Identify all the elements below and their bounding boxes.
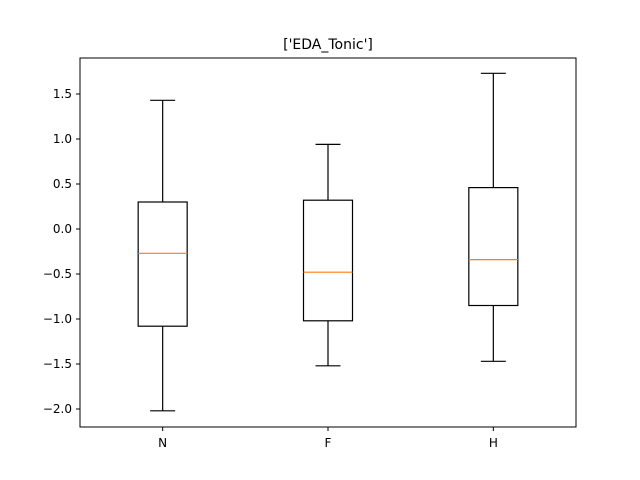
x-tick-label: H [489,436,498,450]
x-tick-label: F [325,436,332,450]
chart-title: ['EDA_Tonic'] [283,37,373,53]
y-tick-label: 1.5 [53,87,72,101]
y-tick-label: −0.5 [43,267,72,281]
box-n [137,201,188,327]
y-tick-label: −1.5 [43,357,72,371]
y-tick-label: −1.0 [43,312,72,326]
axes-frame [79,57,577,428]
box-f [302,199,354,322]
x-tick-label: N [158,436,167,450]
box-h [468,187,519,307]
y-tick-label: −2.0 [43,402,72,416]
y-tick-label: 0.0 [53,222,72,236]
y-tick-label: 0.5 [53,177,72,191]
y-tick-label: 1.0 [53,132,72,146]
plot-area: −2.0 −1.5 −1.0 −0.5 0.0 0.5 1.0 1.5 N F H [43,57,577,450]
